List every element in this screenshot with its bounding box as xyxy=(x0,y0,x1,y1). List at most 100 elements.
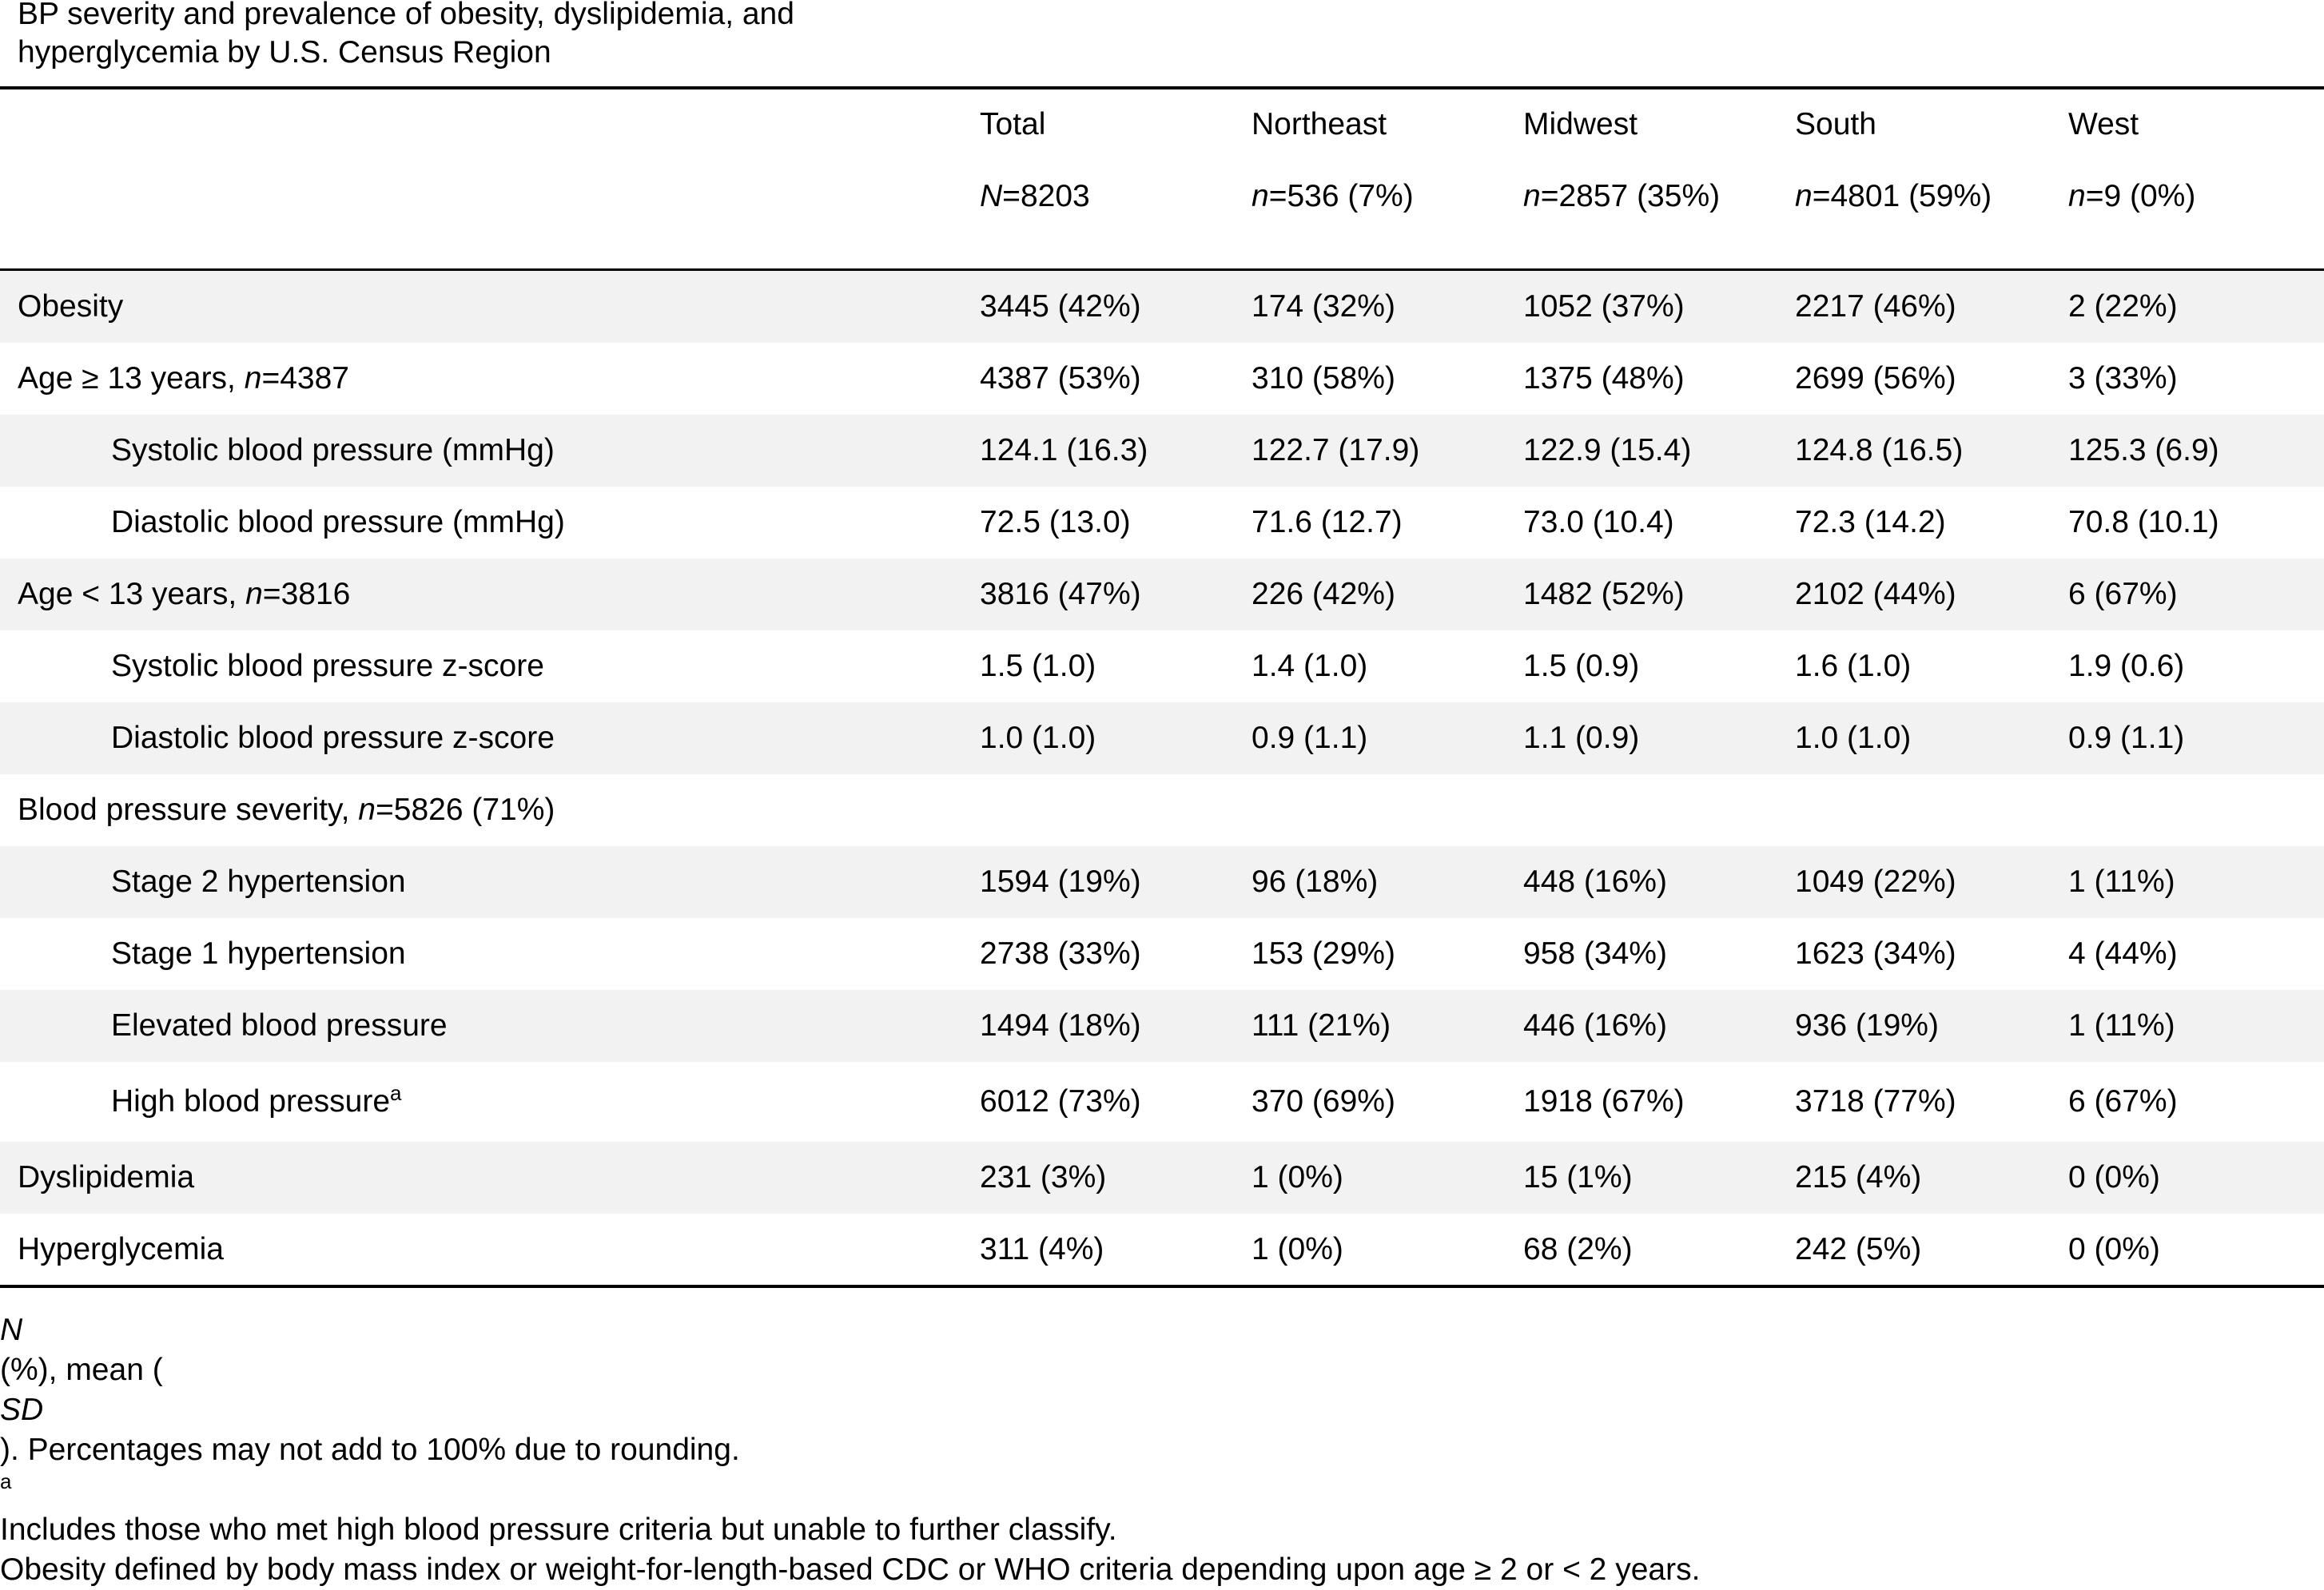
table-cell: 936 (19%) xyxy=(1795,1008,1939,1043)
column-name: West xyxy=(2068,107,2139,141)
row-label-text: Elevated blood pressure xyxy=(111,1008,448,1043)
column-header-south: South n=4801 (59%) xyxy=(1795,105,1992,216)
table-cell: 1.0 (1.0) xyxy=(980,721,1096,755)
row-label: Systolic blood pressure z-score xyxy=(111,630,544,702)
row-label-text: Systolic blood pressure z-score xyxy=(111,649,544,683)
footnote-text: Includes those who met high blood pressu… xyxy=(0,1512,1117,1547)
row-label-text: Stage 1 hypertension xyxy=(111,936,406,971)
table-top-rule xyxy=(0,86,2324,89)
row-label-superscript: a xyxy=(390,1081,402,1105)
table-cell: 1.6 (1.0) xyxy=(1795,649,1912,683)
sample-size-symbol: n xyxy=(2068,179,2086,213)
column-name: South xyxy=(1795,107,1876,141)
row-label: Elevated blood pressure xyxy=(111,990,448,1062)
row-label: Diastolic blood pressure z-score xyxy=(111,702,555,774)
row-label-text: Hyperglycemia xyxy=(18,1232,224,1266)
footnote-line-2: Obesity defined by body mass index or we… xyxy=(0,1552,1701,1587)
table-cell: 1 (0%) xyxy=(1252,1232,1343,1266)
table-row: Elevated blood pressure 1494 (18%) 111 (21… xyxy=(0,990,2324,1062)
table-row: Obesity 3445 (42%) 174 (32%) 1052 (37%) 2217… xyxy=(0,271,2324,343)
sample-size-value: =8203 xyxy=(1002,179,1090,213)
table-cell: 1.0 (1.0) xyxy=(1795,721,1912,755)
table-cell: 1482 (52%) xyxy=(1523,577,1685,611)
table-title-line-2: hyperglycemia by U.S. Census Region xyxy=(18,35,551,70)
row-label: Age ≥ 13 years, n=4387 xyxy=(18,343,349,415)
table-cell: 0 (0%) xyxy=(2068,1160,2160,1194)
table-cell: 1 (11%) xyxy=(2068,865,2175,899)
table-cell: 1918 (67%) xyxy=(1523,1084,1685,1119)
row-label-n-symbol: n xyxy=(244,361,262,396)
table-cell: 1.9 (0.6) xyxy=(2068,649,2185,683)
table-row: High blood pressurea 6012 (73%) 370 (69%) 1… xyxy=(0,1062,2324,1142)
table-cell: 1623 (34%) xyxy=(1795,936,1956,971)
table-cell: 124.8 (16.5) xyxy=(1795,433,1964,467)
table-cell: 448 (16%) xyxy=(1523,865,1667,899)
column-header-midwest: Midwest n=2857 (35%) xyxy=(1523,105,1720,216)
table-cell: 4 (44%) xyxy=(2068,936,2178,971)
table-cell: 1494 (18%) xyxy=(980,1008,1141,1043)
table-cell: 71.6 (12.7) xyxy=(1252,505,1403,539)
table-cell: 4387 (53%) xyxy=(980,361,1141,396)
row-label: Age < 13 years, n=3816 xyxy=(18,558,350,630)
table-cell: 311 (4%) xyxy=(980,1232,1104,1266)
table-row: Hyperglycemia 311 (4%) 1 (0%) 68 (2%) 242 (5… xyxy=(0,1214,2324,1286)
table-title-line-1: BP severity and prevalence of obesity, d… xyxy=(18,0,794,31)
table-cell: 0.9 (1.1) xyxy=(1252,721,1368,755)
header-separator-rule xyxy=(0,268,2324,271)
table-bottom-rule xyxy=(0,1285,2324,1288)
column-sample-size: n=536 (7%) xyxy=(1252,177,1414,216)
footnote-text: (%), mean ( xyxy=(0,1353,163,1387)
row-label-text: Stage 2 hypertension xyxy=(111,865,406,899)
table-cell: 1049 (22%) xyxy=(1795,865,1956,899)
column-sample-size: n=4801 (59%) xyxy=(1795,177,1992,216)
row-label-n-value: =4387 xyxy=(261,361,349,396)
table-cell: 231 (3%) xyxy=(980,1160,1107,1194)
row-label-text: Dyslipidemia xyxy=(18,1160,195,1194)
table-cell: 215 (4%) xyxy=(1795,1160,1922,1194)
column-sample-size: n=9 (0%) xyxy=(2068,177,2195,216)
table-cell: 1.5 (0.9) xyxy=(1523,649,1640,683)
row-label-n-value: =5826 (71%) xyxy=(376,793,555,827)
table-row: Dyslipidemia 231 (3%) 1 (0%) 15 (1%) 215 (4%… xyxy=(0,1142,2324,1214)
row-label-text: High blood pressure xyxy=(111,1084,391,1119)
table-cell: 3816 (47%) xyxy=(980,577,1141,611)
table-row: Systolic blood pressure (mmHg) 124.1 (16.… xyxy=(0,415,2324,487)
table-cell: 310 (58%) xyxy=(1252,361,1395,396)
table-cell: 68 (2%) xyxy=(1523,1232,1633,1266)
sample-size-value: =536 (7%) xyxy=(1268,179,1414,213)
row-label-n-symbol: n xyxy=(358,793,376,827)
table-cell: 3718 (77%) xyxy=(1795,1084,1956,1119)
column-header-total: Total N=8203 xyxy=(980,105,1090,216)
table-header: Total N=8203 Northeast n=536 (7%) Midwes… xyxy=(0,89,2324,268)
row-label-text: Systolic blood pressure (mmHg) xyxy=(111,433,555,467)
table-cell: 446 (16%) xyxy=(1523,1008,1667,1043)
table-cell: 3445 (42%) xyxy=(980,289,1141,324)
sample-size-value: =2857 (35%) xyxy=(1540,179,1721,213)
table-cell: 226 (42%) xyxy=(1252,577,1395,611)
footnote-text: ). Percentages may not add to 100% due t… xyxy=(0,1433,740,1467)
table-row: Stage 1 hypertension 2738 (33%) 153 (29%) 9… xyxy=(0,918,2324,990)
table-cell: 1 (0%) xyxy=(1252,1160,1343,1194)
table-cell: 72.5 (13.0) xyxy=(980,505,1131,539)
column-name: Midwest xyxy=(1523,107,1638,141)
table-cell: 122.7 (17.9) xyxy=(1252,433,1420,467)
table-cell: 1.1 (0.9) xyxy=(1523,721,1640,755)
table-cell: 72.3 (14.2) xyxy=(1795,505,1946,539)
sample-size-value: =4801 (59%) xyxy=(1812,179,1992,213)
table-row: Systolic blood pressure z-score 1.5 (1.0)… xyxy=(0,630,2324,702)
table-row: Age ≥ 13 years, n=4387 4387 (53%) 310 (58%… xyxy=(0,343,2324,415)
column-name: Total xyxy=(980,107,1046,141)
row-label-text: Blood pressure severity, xyxy=(18,793,359,827)
table-cell: 1594 (19%) xyxy=(980,865,1141,899)
row-label: Diastolic blood pressure (mmHg) xyxy=(111,487,565,558)
table-cell: 174 (32%) xyxy=(1252,289,1395,324)
table-cell: 6012 (73%) xyxy=(980,1084,1141,1119)
table-cell: 0 (0%) xyxy=(2068,1232,2160,1266)
table-row: Stage 2 hypertension 1594 (19%) 96 (18%) 44… xyxy=(0,846,2324,918)
table-cell: 242 (5%) xyxy=(1795,1232,1922,1266)
row-label: Systolic blood pressure (mmHg) xyxy=(111,415,555,487)
column-sample-size: n=2857 (35%) xyxy=(1523,177,1720,216)
sample-size-symbol: n xyxy=(1795,179,1813,213)
table-row: Diastolic blood pressure z-score 1.0 (1.0… xyxy=(0,702,2324,774)
row-label-text: Diastolic blood pressure z-score xyxy=(111,721,555,755)
